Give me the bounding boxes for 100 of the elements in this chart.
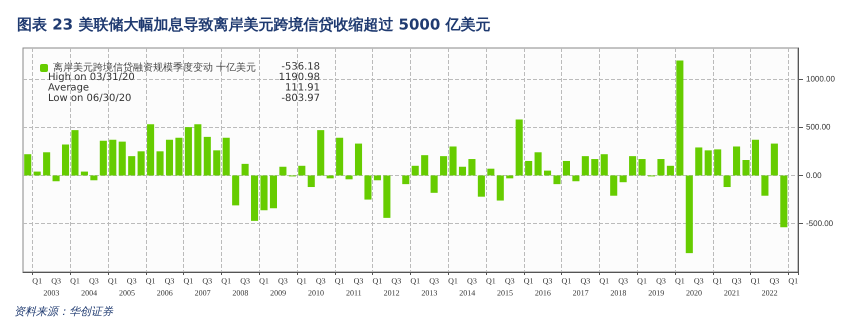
bar bbox=[525, 160, 532, 176]
x-tick-label: Q1 bbox=[599, 276, 610, 286]
x-tick-label: Q1 bbox=[334, 276, 345, 286]
bar bbox=[666, 166, 674, 176]
text: 2014 bbox=[459, 288, 476, 298]
x-tick-label: Q1 bbox=[259, 276, 269, 286]
bar bbox=[724, 175, 731, 188]
x-tick-label: Q3 bbox=[240, 276, 250, 286]
x-tick-label: Q3 bbox=[88, 276, 99, 286]
annotation: High on 03/31/20 bbox=[48, 72, 135, 83]
text: 2022 bbox=[762, 288, 778, 298]
bar bbox=[770, 144, 778, 176]
bar bbox=[184, 127, 192, 176]
bar bbox=[298, 166, 306, 176]
text: 2004 bbox=[81, 288, 98, 298]
text: 资料来源：华创证券 bbox=[14, 305, 114, 318]
bar bbox=[62, 144, 70, 176]
bar bbox=[629, 156, 636, 176]
bar bbox=[109, 140, 116, 176]
x-tick-label: Q1 bbox=[32, 276, 42, 286]
annotation: -536.18 bbox=[281, 62, 320, 72]
bar bbox=[638, 159, 646, 176]
x-tick-label: Q3 bbox=[656, 276, 666, 286]
bar bbox=[383, 175, 390, 218]
y-tick-label: 0.00 bbox=[806, 170, 822, 180]
legend-label: 离岸美元跨境信贷融资规模季度变动 十亿美元 bbox=[53, 62, 256, 74]
x-tick-label: Q3 bbox=[694, 276, 704, 286]
y-tick-label: 500.00 bbox=[806, 122, 832, 132]
bar bbox=[733, 146, 740, 176]
text: 2019 bbox=[648, 288, 664, 298]
bar bbox=[374, 175, 381, 180]
x-tick-label: Q1 bbox=[221, 276, 232, 286]
bar bbox=[100, 140, 107, 176]
text: 2015 bbox=[497, 288, 514, 298]
x-tick-label: Q1 bbox=[674, 276, 685, 286]
bar bbox=[449, 146, 457, 176]
x-tick-label: Q3 bbox=[580, 276, 590, 286]
x-tick-label: Q1 bbox=[296, 276, 307, 286]
bar bbox=[487, 168, 494, 176]
bar bbox=[412, 166, 419, 176]
bar bbox=[52, 175, 60, 182]
bar bbox=[166, 140, 174, 176]
bar bbox=[24, 154, 32, 176]
bar bbox=[402, 175, 410, 184]
text: 2006 bbox=[156, 288, 173, 298]
bar bbox=[506, 175, 514, 178]
text: 2018 bbox=[610, 288, 626, 298]
y-tick-label: 1000.00 bbox=[806, 74, 836, 84]
x-tick-label: Q3 bbox=[278, 276, 288, 286]
text: 2010 bbox=[308, 288, 324, 298]
annotation: -803.97 bbox=[281, 93, 320, 104]
text: 2017 bbox=[572, 288, 589, 298]
bar bbox=[194, 124, 202, 176]
text: 2016 bbox=[534, 288, 551, 298]
bar bbox=[742, 160, 750, 176]
bar bbox=[326, 175, 334, 178]
bar bbox=[468, 159, 476, 176]
x-tick-label: Q3 bbox=[504, 276, 515, 286]
annotation: 111.91 bbox=[285, 82, 320, 94]
bar bbox=[213, 150, 220, 176]
text: 2005 bbox=[118, 288, 135, 298]
x-tick-label: Q3 bbox=[467, 276, 477, 286]
bar bbox=[43, 152, 50, 176]
bar bbox=[279, 166, 286, 176]
bar bbox=[421, 155, 428, 176]
bar bbox=[496, 175, 504, 201]
bar bbox=[620, 175, 627, 182]
x-tick-label: Q3 bbox=[391, 276, 402, 286]
bar bbox=[704, 150, 712, 176]
bar bbox=[582, 156, 589, 176]
bar bbox=[610, 175, 618, 196]
x-tick-label: Q3 bbox=[164, 276, 174, 286]
x-tick-label: Q3 bbox=[542, 276, 552, 286]
x-tick-label: Q1 bbox=[788, 276, 798, 286]
text: 2007 bbox=[194, 288, 211, 298]
bar bbox=[242, 164, 249, 176]
bar bbox=[686, 175, 693, 254]
x-tick-label: Q1 bbox=[410, 276, 420, 286]
bar bbox=[308, 175, 315, 188]
bar bbox=[478, 175, 485, 197]
text: 2012 bbox=[384, 288, 400, 298]
x-tick-label: Q1 bbox=[712, 276, 723, 286]
x-tick-label: Q1 bbox=[146, 276, 156, 286]
bar bbox=[156, 151, 164, 176]
bar bbox=[90, 175, 98, 180]
x-tick-label: Q3 bbox=[202, 276, 212, 286]
bar bbox=[780, 175, 788, 228]
x-tick-label: Q1 bbox=[562, 276, 572, 286]
bar bbox=[336, 138, 344, 176]
bar bbox=[317, 130, 324, 176]
bar bbox=[346, 175, 353, 180]
bar bbox=[695, 147, 702, 176]
bar bbox=[222, 138, 230, 176]
x-tick-label: Q1 bbox=[637, 276, 647, 286]
bar bbox=[534, 152, 542, 176]
bar bbox=[752, 140, 760, 176]
bar bbox=[572, 175, 580, 182]
x-tick-label: Q3 bbox=[51, 276, 61, 286]
x-tick-label: Q1 bbox=[448, 276, 458, 286]
text: 2021 bbox=[724, 288, 740, 298]
